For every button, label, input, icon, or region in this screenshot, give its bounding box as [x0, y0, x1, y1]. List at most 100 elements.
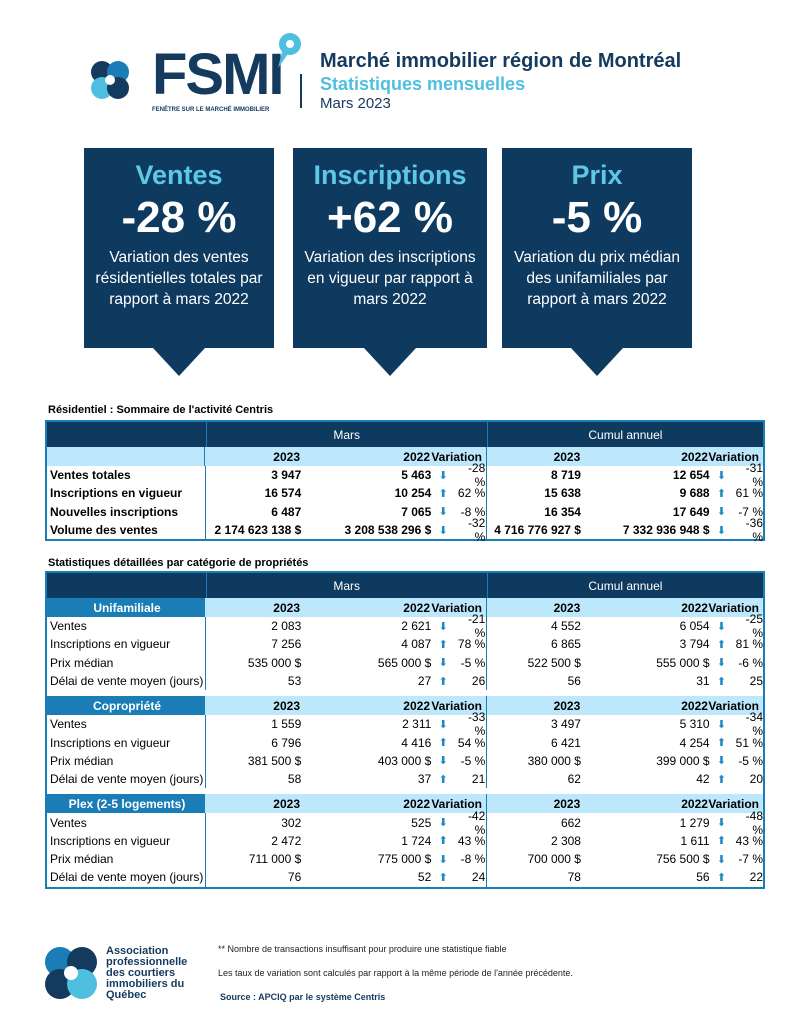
row-label: Prix médian — [47, 653, 207, 672]
value-2023: 2 083 — [271, 619, 302, 634]
arrow-down-icon: ⬇ — [716, 469, 727, 482]
callout-heading: Inscriptions — [313, 160, 467, 190]
value-2022: 52 — [417, 870, 432, 885]
table-row: Nouvelles inscriptions 6 487 7 065 ⬇ -8 % 16 … — [47, 502, 763, 521]
col-2022: 2022 — [681, 449, 708, 464]
arrow-down-icon: ⬇ — [716, 853, 727, 866]
col-2023: 2023 — [273, 796, 300, 811]
row-group: 6 796 4 416 ⬆ 54 % — [206, 733, 487, 752]
col-variation: Variation — [431, 449, 482, 464]
value-variation: -7 % — [738, 852, 763, 867]
column-group: 2023 2022 Variation — [487, 447, 763, 466]
arrow-down-icon: ⬇ — [716, 657, 727, 670]
arrow-down-icon: ⬇ — [716, 718, 727, 731]
arrow-down-icon: ⬇ — [716, 817, 727, 830]
arrow-up-icon: ⬆ — [716, 675, 727, 688]
column-header-row: Plex (2-5 logements) 2023 2022 Variation 202… — [47, 794, 763, 814]
arrow-up-icon: ⬆ — [716, 638, 727, 651]
value-variation: 25 — [749, 674, 763, 689]
value-2023: 380 000 $ — [527, 753, 581, 768]
callout-heading: Ventes — [135, 160, 223, 190]
value-variation: -34 % — [745, 710, 763, 739]
value-2023: 6 796 — [271, 735, 302, 750]
location-pin-icon — [278, 33, 301, 68]
col-variation: Variation — [708, 698, 759, 713]
row-group: 78 56 ⬆ 22 — [487, 868, 763, 886]
value-2022: 9 688 — [679, 486, 710, 501]
value-2022: 5 310 — [679, 717, 710, 732]
value-2023: 2 174 623 138 $ — [214, 523, 302, 538]
value-2023: 3 947 — [271, 468, 302, 483]
table-row: Ventes totales 3 947 5 463 ⬇ -28 % 8 719 12 65… — [47, 461, 763, 489]
arrow-up-icon: ⬆ — [438, 675, 448, 688]
value-variation: 43 % — [735, 833, 763, 848]
apciq-name: Association professionnelle des courtier… — [106, 945, 188, 1001]
value-variation: -21 % — [467, 612, 486, 641]
row-label: Délai de vente moyen (jours) — [47, 770, 207, 789]
empty-cell — [47, 573, 207, 598]
arrow-up-icon: ⬆ — [438, 487, 448, 500]
value-variation: 54 % — [457, 735, 486, 750]
arrow-down-icon: ⬇ — [438, 817, 448, 830]
col-2023: 2023 — [553, 600, 581, 615]
value-2022: 525 — [411, 815, 432, 830]
value-2023: 1 559 — [271, 717, 302, 732]
value-2023: 16 354 — [544, 504, 581, 519]
col-variation: Variation — [431, 796, 482, 811]
col-2022: 2022 — [403, 796, 430, 811]
fsmi-logo: FSMI — [152, 42, 285, 107]
row-group: 381 500 $ 403 000 $ ⬇ -5 % — [206, 751, 487, 771]
row-group: 8 719 12 654 ⬇ -31 % — [487, 461, 763, 489]
arrow-down-icon: ⬇ — [716, 755, 727, 768]
table-row: Inscriptions en vigueur 7 256 4 087 ⬆ 78 % 6 … — [47, 635, 763, 654]
table-row: Prix médian 535 000 $565 000 $ ⬇ -5 % 522 50… — [47, 653, 763, 672]
value-2023: 4 552 — [550, 619, 581, 634]
value-2022: 565 000 $ — [377, 655, 432, 670]
value-2023: 535 000 $ — [247, 655, 302, 670]
group-mars: Mars — [207, 573, 488, 598]
page-title: Marché immobilier région de Montréal — [320, 50, 682, 72]
value-2023: 700 000 $ — [527, 852, 581, 867]
group-label: Cumul annuel — [588, 578, 663, 593]
value-2022: 1 279 — [679, 815, 710, 830]
group-header-row: Mars Cumul annuel — [47, 573, 763, 598]
row-group: 2 083 2 621 ⬇ -21 % — [206, 612, 487, 640]
value-2023: 15 638 — [544, 486, 581, 501]
arrow-down-icon: ⬇ — [438, 620, 448, 633]
row-group: 711 000 $ 775 000 $ ⬇ -8 % — [206, 849, 487, 869]
value-variation: -5 % — [460, 655, 486, 670]
col-variation: Variation — [431, 600, 482, 615]
value-2023: 711 000 $ — [248, 852, 302, 867]
page-subtitle: Statistiques mensuelles — [320, 74, 526, 94]
col-2022: 2022 — [403, 600, 430, 615]
row-group: 302 525 ⬇ -42 % — [206, 809, 487, 837]
value-variation: -28 % — [467, 461, 486, 490]
source-note: Source : APCIQ par le système Centris — [220, 992, 386, 1002]
row-group: 3 947 5 463 ⬇ -28 % — [206, 461, 487, 489]
value-2023: 381 500 $ — [247, 753, 302, 768]
arrow-down-icon: ⬇ — [438, 755, 448, 768]
col-variation: Variation — [708, 600, 759, 615]
table-row: Délai de vente moyen (jours) 76 52 ⬆ 24 78 56 ⬆… — [47, 868, 763, 887]
row-group: 4 552 6 054 ⬇ -25 % — [487, 612, 763, 640]
value-2022: 403 000 $ — [377, 753, 432, 768]
value-variation: 21 — [471, 772, 486, 787]
arrow-up-icon: ⬆ — [438, 773, 448, 786]
value-2023: 2 472 — [271, 833, 302, 848]
group-label: Mars — [333, 427, 360, 442]
value-variation: 43 % — [457, 833, 486, 848]
value-variation: -32 % — [467, 516, 486, 545]
value-2022: 555 000 $ — [656, 655, 710, 670]
column-header-row: Copropriété 2023 2022 Variation 2023 2022 Vari… — [47, 696, 763, 716]
column-group: 2023 2022 Variation — [487, 794, 763, 813]
value-2022: 56 — [696, 870, 710, 885]
value-2023: 662 — [560, 815, 581, 830]
arrow-up-icon: ⬆ — [716, 737, 727, 750]
row-label: Nouvelles inscriptions — [47, 502, 207, 521]
value-2022: 12 654 — [672, 468, 710, 483]
col-2023: 2023 — [273, 449, 300, 464]
value-2022: 2 621 — [401, 619, 432, 634]
empty-cell — [47, 422, 207, 447]
row-label: Ventes — [47, 813, 207, 832]
empty-cell — [47, 447, 205, 466]
